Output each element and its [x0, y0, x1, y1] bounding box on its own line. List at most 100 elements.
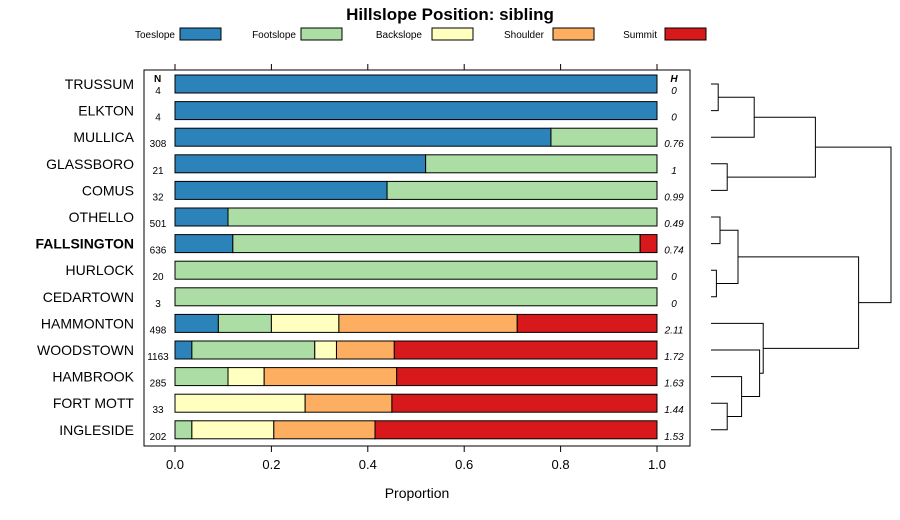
bar-segment-hambrook-shoulder [263, 367, 398, 387]
h-value-comus: 0.99 [664, 192, 684, 203]
x-tick-label-3: 0.6 [455, 457, 473, 472]
bar-segment-ingleside-footslope [174, 420, 193, 440]
h-value-othello: 0.49 [664, 219, 684, 230]
h-value-ingleside: 1.53 [664, 432, 684, 443]
bar-segment-hambrook-footslope [174, 367, 229, 387]
bar-segment-woodstown-shoulder [335, 340, 395, 360]
bar-segment-fallsington-toeslope [174, 234, 234, 254]
x-tick-label-4: 0.8 [552, 457, 570, 472]
dendro-root [815, 146, 892, 304]
bar-segment-ingleside-shoulder [273, 420, 376, 440]
bar-segment-hambrook-summit [396, 367, 658, 387]
h-header: H [670, 74, 678, 85]
row-label-hammonton: HAMMONTON [41, 315, 134, 331]
row-label-hambrook: HAMBROOK [52, 369, 134, 385]
bar-segment-hammonton-backslope [270, 313, 340, 333]
n-value-fort-mott: 33 [152, 405, 164, 416]
legend-label-shoulder: Shoulder [504, 30, 545, 41]
n-value-cedartown: 3 [155, 299, 161, 310]
plot-panel [143, 69, 691, 447]
bar-segment-fallsington-summit [639, 234, 658, 254]
bar-segment-othello-toeslope [174, 207, 229, 227]
h-value-fort-mott: 1.44 [664, 405, 684, 416]
row-label-cedartown: CEDARTOWN [43, 289, 134, 305]
bar-segment-mullica-footslope [550, 127, 658, 147]
dendrogram [711, 83, 892, 431]
legend-swatch-footslope [300, 27, 343, 41]
bar-segment-fallsington-footslope [232, 234, 641, 254]
legend-label-footslope: Footslope [252, 30, 296, 41]
bar-segment-comus-toeslope [174, 180, 388, 200]
legend-swatch-shoulder [552, 27, 595, 41]
row-label-fallsington: FALLSINGTON [35, 236, 134, 252]
dendro-othello-fallsington [711, 216, 721, 245]
row-label-mullica: MULLICA [73, 129, 134, 145]
row-label-ingleside: INGLESIDE [59, 422, 134, 438]
row-label-woodstown: WOODSTOWN [37, 342, 134, 358]
row-label-elkton: ELKTON [78, 103, 134, 119]
n-value-hammonton: 498 [150, 325, 167, 336]
legend: Toeslope Footslope Backslope Shoulder Summit [135, 27, 707, 41]
bar-segment-fort-mott-backslope [174, 393, 306, 413]
h-value-hambrook: 1.63 [664, 379, 684, 390]
bar-segment-hurlock-footslope [174, 260, 658, 280]
n-value-woodstown: 1163 [147, 352, 169, 363]
bar-segment-hammonton-shoulder [338, 313, 518, 333]
h-value-elkton: 0 [671, 113, 677, 124]
n-value-trussum: 4 [155, 86, 161, 97]
bar-segment-woodstown-footslope [191, 340, 316, 360]
dendro-trussum-elkton [711, 83, 719, 112]
legend-label-backslope: Backslope [376, 30, 423, 41]
dendro-cluster-a [727, 116, 816, 178]
x-tick-label-5: 1.0 [648, 457, 666, 472]
bar-segment-woodstown-backslope [314, 340, 337, 360]
row-label-comus: COMUS [82, 182, 134, 198]
h-value-hammonton: 2.11 [664, 325, 684, 336]
bar-segment-hammonton-footslope [217, 313, 272, 333]
dendro-glassboro-comus [711, 163, 728, 191]
legend-swatch-summit [664, 27, 707, 41]
h-value-mullica: 0.76 [664, 139, 684, 150]
bar-segment-hambrook-backslope [227, 367, 265, 387]
bar-segment-woodstown-summit [393, 340, 658, 360]
dendro-hammonton [711, 322, 764, 374]
h-value-trussum: 0 [671, 86, 677, 97]
n-value-ingleside: 202 [150, 432, 167, 443]
bar-segment-fort-mott-summit [391, 393, 658, 413]
bar-segment-hammonton-summit [516, 313, 658, 333]
legend-swatch-toeslope [179, 27, 222, 41]
n-value-comus: 32 [152, 192, 164, 203]
bar-segment-ingleside-summit [374, 420, 658, 440]
n-value-othello: 501 [150, 219, 167, 230]
n-value-hurlock: 20 [152, 272, 164, 283]
n-header: N [154, 74, 161, 85]
bar-segment-glassboro-toeslope [174, 154, 427, 174]
dendro-woodstown [711, 349, 761, 398]
n-value-glassboro: 21 [152, 166, 164, 177]
bar-rows: TRUSSUM 4 0 ELKTON 4 0 MULLICA 308 0.76 GLASSBORO… [35, 74, 684, 443]
dendro-fortmott-ingleside [711, 402, 728, 431]
dendro-cluster-bc [738, 256, 860, 349]
row-label-trussum: TRUSSUM [65, 76, 134, 92]
bar-segment-comus-footslope [386, 180, 658, 200]
h-value-hurlock: 0 [671, 272, 677, 283]
n-value-mullica: 308 [150, 139, 167, 150]
bar-segment-glassboro-footslope [425, 154, 658, 174]
row-label-othello: OTHELLO [69, 209, 134, 225]
legend-label-summit: Summit [623, 30, 657, 41]
h-value-glassboro: 1 [671, 166, 677, 177]
bar-segment-trussum-toeslope [174, 74, 658, 94]
legend-swatch-backslope [431, 27, 474, 41]
dendro-mullica [711, 96, 755, 138]
bar-segment-fort-mott-shoulder [304, 393, 393, 413]
row-label-glassboro: GLASSBORO [46, 156, 134, 172]
h-value-fallsington: 0.74 [664, 246, 684, 257]
row-label-hurlock: HURLOCK [66, 262, 135, 278]
n-value-fallsington: 636 [150, 246, 167, 257]
x-axis-title: Proportion [385, 485, 450, 501]
x-tick-label-2: 0.4 [359, 457, 377, 472]
dendro-hurlock-cedartown [711, 269, 717, 298]
bar-segment-mullica-toeslope [174, 127, 552, 147]
n-value-elkton: 4 [155, 113, 161, 124]
